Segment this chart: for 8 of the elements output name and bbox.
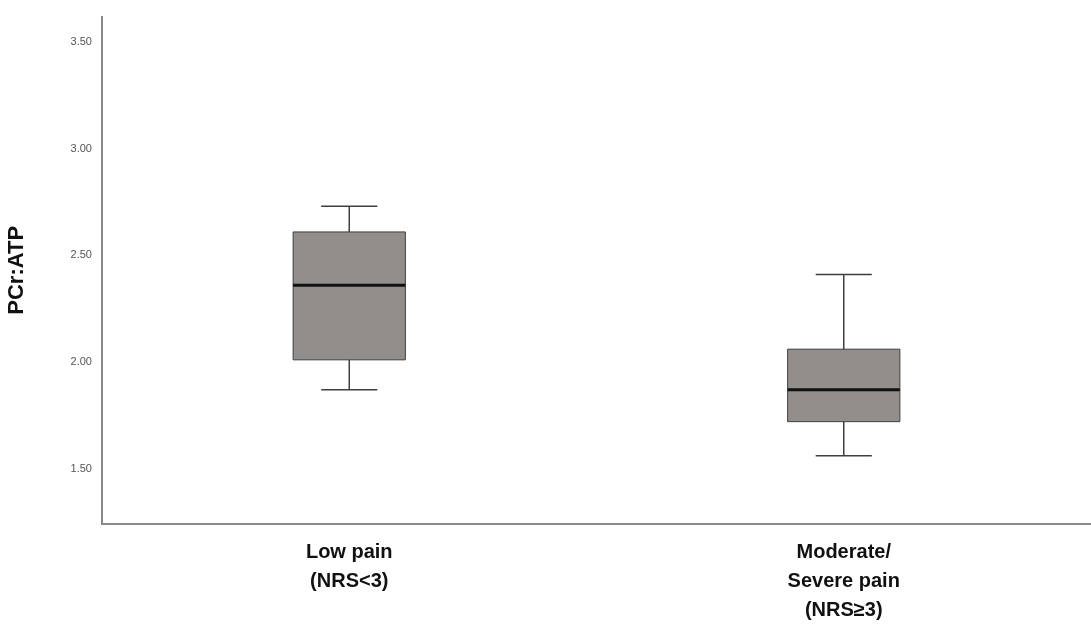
y-tick-label: 3.50	[70, 35, 92, 48]
y-tick-label: 3.00	[70, 141, 92, 154]
x-tick-label: Moderate/ Severe pain (NRS≥3)	[787, 540, 900, 621]
y-axis-title: PCr:ATP	[3, 225, 29, 315]
x-tick-label: Low pain (NRS<3)	[305, 540, 393, 592]
y-tick-label: 1.50	[70, 461, 92, 474]
y-tick-label: 2.50	[70, 248, 92, 261]
y-tick-label: 2.00	[70, 355, 92, 367]
